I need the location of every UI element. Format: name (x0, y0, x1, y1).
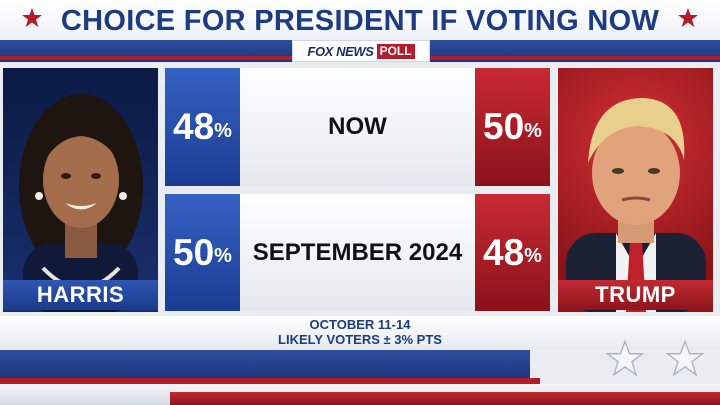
footer-stripe-blue (0, 350, 530, 378)
logo-brand: FOX NEWS (307, 43, 374, 59)
star-icon (604, 338, 646, 380)
star-icon (20, 6, 44, 30)
row-label: NOW (328, 113, 387, 140)
footer-stripe-red (170, 392, 720, 405)
banner-stripe (428, 56, 720, 60)
banner-stripe (0, 56, 292, 60)
trump-percent-unit: % (524, 119, 542, 142)
star-icon (676, 6, 700, 30)
fox-news-poll-logo: FOX NEWS POLL (292, 40, 430, 62)
footer-band (0, 316, 720, 350)
poll-sample-note: LIKELY VOTERS ± 3% PTS (278, 332, 442, 347)
poll-dates: OCTOBER 11-14 (309, 317, 411, 332)
harris-percent-value: 48 (173, 106, 215, 147)
trump-percent: 48% (475, 194, 550, 311)
trump-percent-value: 48 (483, 231, 525, 273)
star-icon (664, 338, 706, 380)
harris-percent-value: 50 (173, 231, 215, 273)
harris-percent-unit: % (214, 119, 232, 142)
trump-portrait (558, 68, 713, 312)
row-label: SEPTEMBER 2024 (252, 239, 463, 266)
harris-percent-unit: % (214, 245, 232, 267)
harris-portrait (3, 68, 158, 312)
trump-percent-value: 50 (483, 106, 525, 147)
trump-percent: 50% (475, 68, 550, 186)
footer-stripe-red (0, 378, 540, 384)
trump-percent-unit: % (524, 245, 542, 267)
chart-title: CHOICE FOR PRESIDENT IF VOTING NOW (60, 5, 660, 37)
harris-percent: 50% (165, 194, 240, 311)
harris-percent: 48% (165, 68, 240, 186)
trump-name-plate: TRUMP (558, 280, 713, 310)
header-bar (0, 0, 720, 40)
logo-poll-tag: POLL (376, 43, 415, 59)
harris-name-plate: HARRIS (3, 280, 158, 310)
